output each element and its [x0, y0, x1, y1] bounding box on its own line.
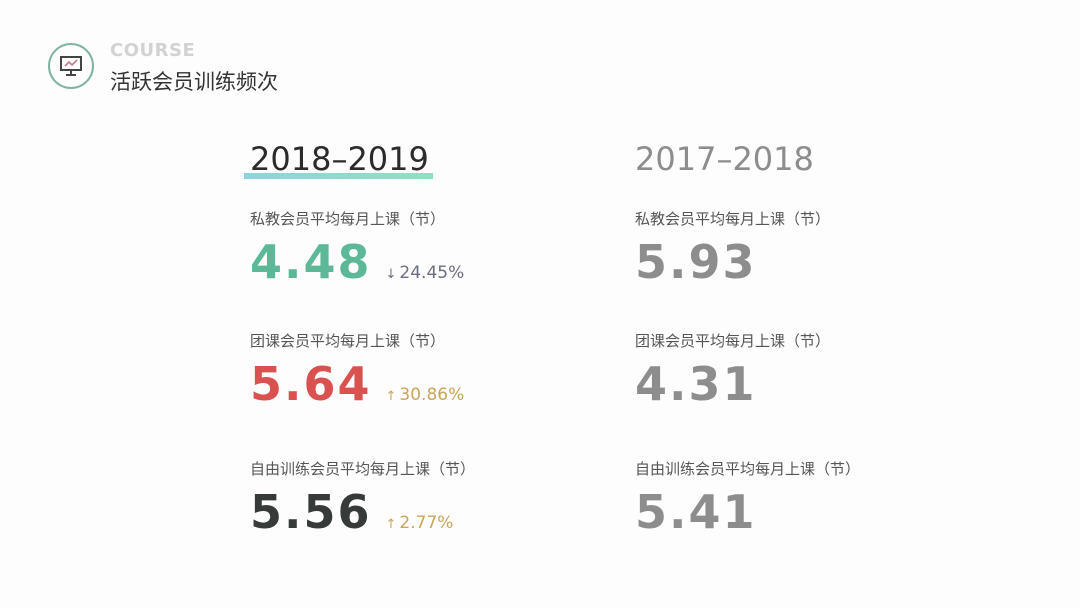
change-indicator: ↑ 2.77% — [386, 513, 454, 533]
column-2017-2018: 2017–2018 私教会员平均每月上课（节） 5.93 团课会员平均每月上课（节… — [635, 138, 860, 539]
metric-block: 团课会员平均每月上课（节） 5.64 ↑ 30.86% — [250, 330, 464, 411]
metric-block: 自由训练会员平均每月上课（节） 5.56 ↑ 2.77% — [250, 458, 475, 539]
change-indicator: ↓ 24.45% — [386, 263, 465, 283]
metric-label: 自由训练会员平均每月上课（节） — [635, 460, 861, 478]
change-indicator: ↑ 30.86% — [386, 385, 465, 405]
metric-block: 自由训练会员平均每月上课（节） 5.41 — [635, 458, 860, 539]
metric-block: 私教会员平均每月上课（节） 5.93 — [635, 208, 830, 289]
year-heading: 2018–2019 — [244, 138, 433, 180]
metric-block: 私教会员平均每月上课（节） 4.48 ↓ 24.45% — [250, 208, 464, 289]
metric-value: 5.64 — [250, 357, 372, 411]
metric-block: 团课会员平均每月上课（节） 4.31 — [635, 330, 830, 411]
arrow-down-icon: ↓ — [385, 267, 397, 282]
page-title: 活跃会员训练频次 — [110, 70, 278, 94]
metric-value: 4.31 — [635, 357, 757, 411]
arrow-up-icon: ↑ — [385, 517, 397, 532]
monitor-chart-icon — [48, 43, 94, 89]
metric-label: 团课会员平均每月上课（节） — [635, 332, 831, 350]
metric-label: 团课会员平均每月上课（节） — [250, 332, 446, 350]
metric-value: 4.48 — [250, 235, 372, 289]
metric-label: 私教会员平均每月上课（节） — [635, 210, 831, 228]
metric-value: 5.41 — [635, 485, 757, 539]
metric-value: 5.56 — [250, 485, 372, 539]
metric-label: 私教会员平均每月上课（节） — [250, 210, 446, 228]
change-percent: 24.45% — [399, 263, 465, 283]
arrow-up-icon: ↑ — [385, 389, 397, 404]
column-2018-2019: 2018–2019 私教会员平均每月上课（节） 4.48 ↓ 24.45% 团课会员平… — [244, 138, 475, 539]
metric-label: 自由训练会员平均每月上课（节） — [250, 460, 476, 478]
change-percent: 30.86% — [399, 385, 465, 405]
section-label: COURSE — [110, 40, 196, 61]
metric-value: 5.93 — [635, 235, 757, 289]
year-heading: 2017–2018 — [635, 140, 814, 178]
change-percent: 2.77% — [399, 513, 454, 533]
